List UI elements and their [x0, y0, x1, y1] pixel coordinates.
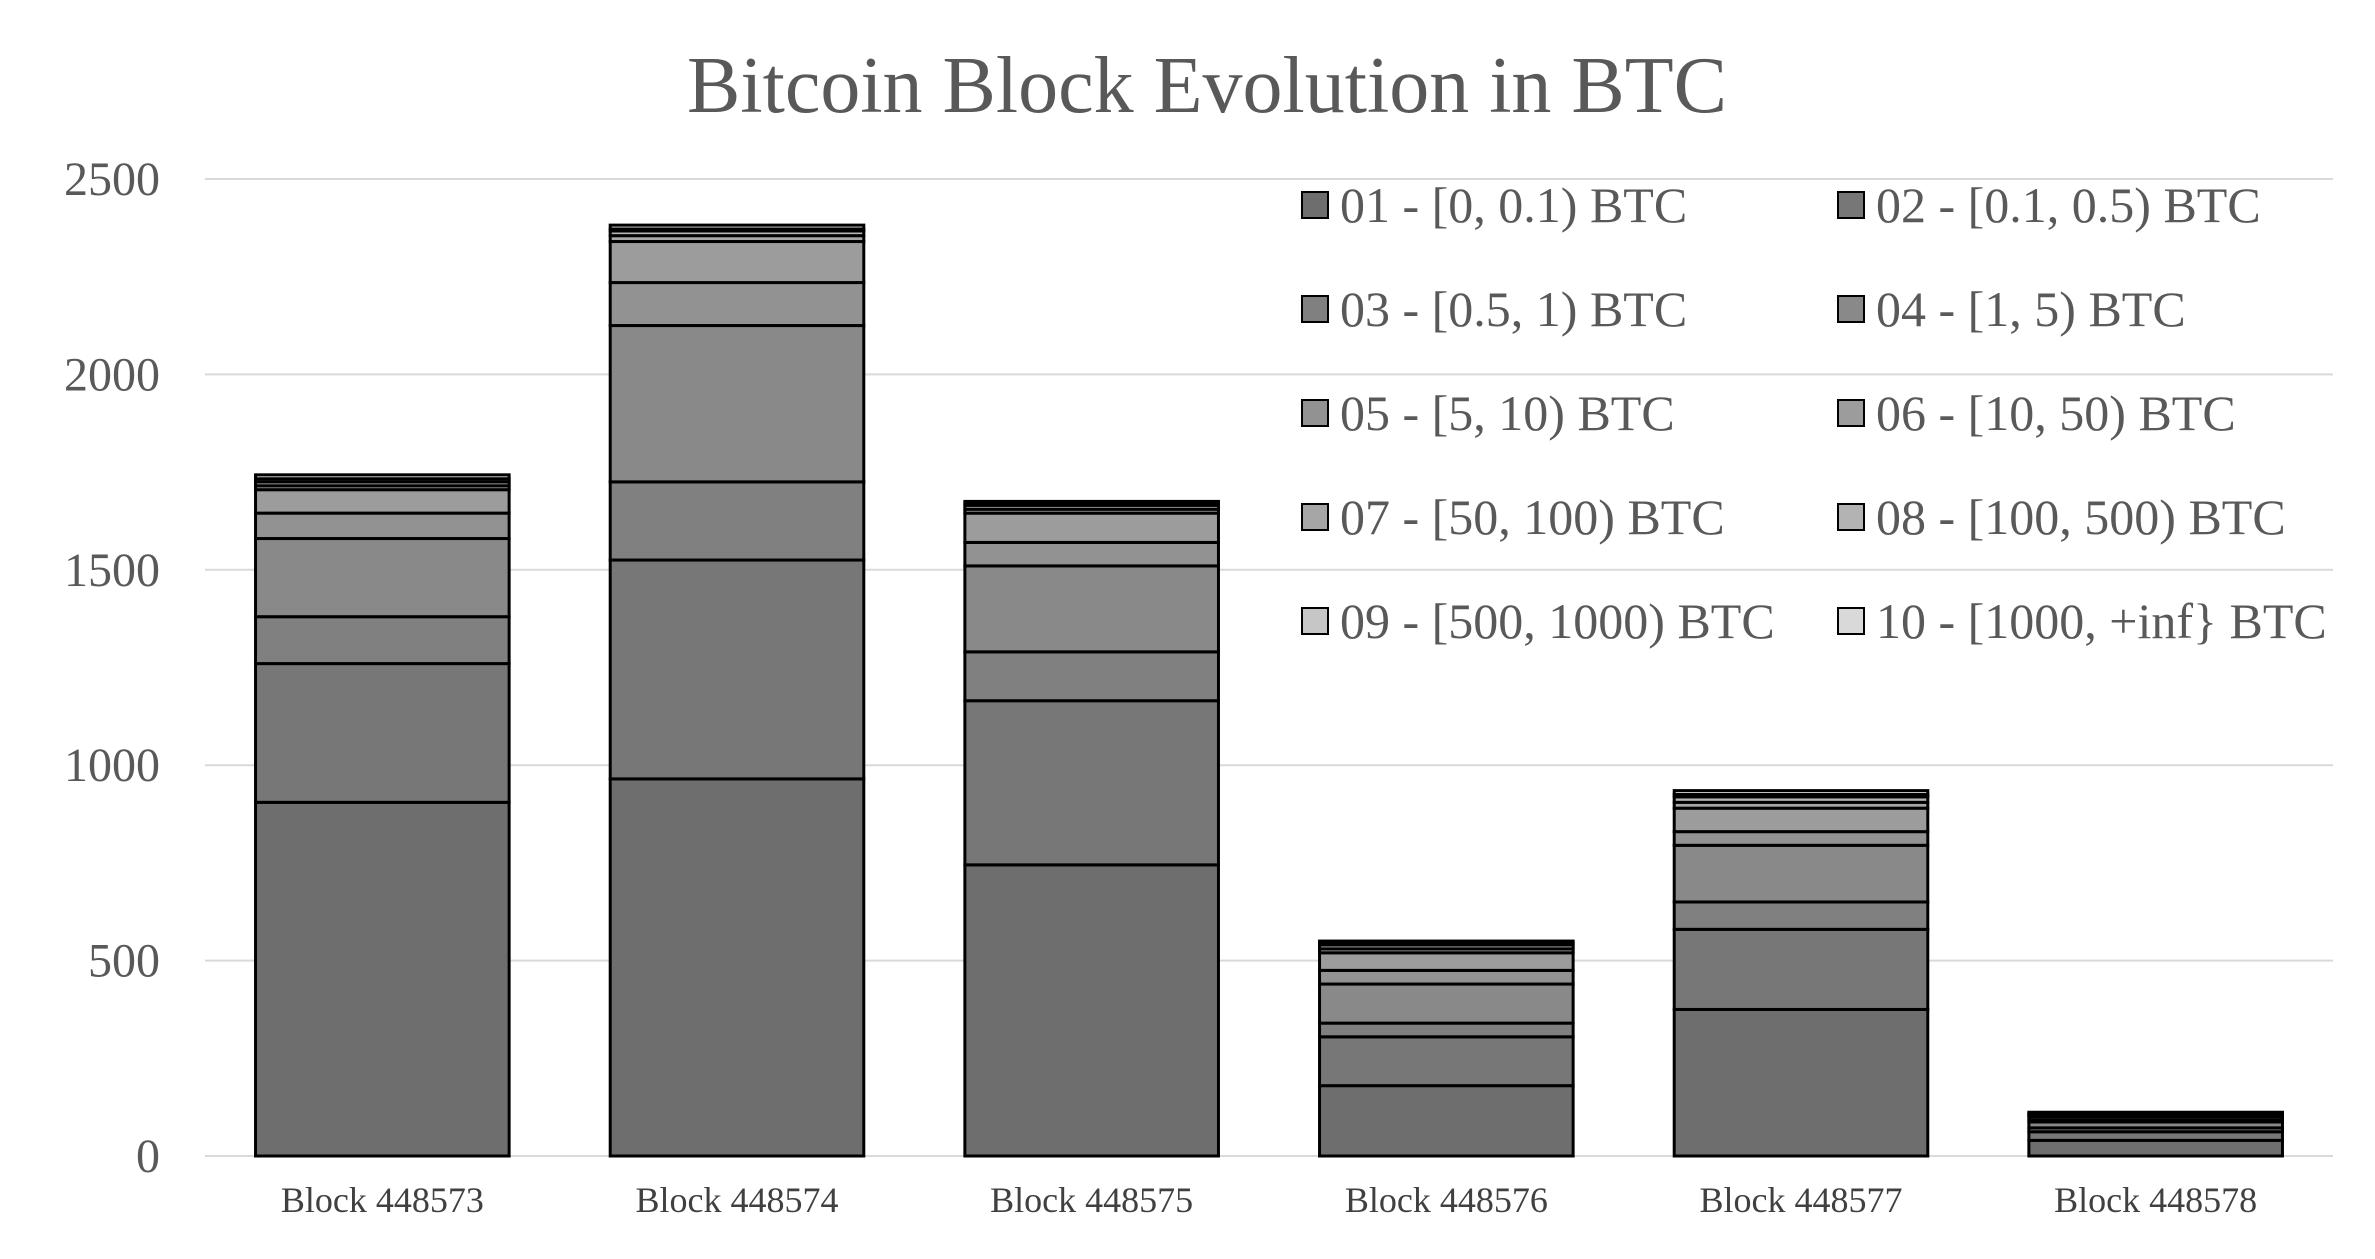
- y-tick-label: 2000: [64, 348, 160, 401]
- legend-item: 04 - [1, 5) BTC: [1837, 281, 2186, 337]
- legend-label: 08 - [100, 500) BTC: [1876, 489, 2286, 545]
- legend-label: 07 - [50, 100) BTC: [1340, 489, 1725, 545]
- bar-segment: [254, 537, 511, 619]
- legend-swatch: [1837, 399, 1865, 427]
- legend-item: 09 - [500, 1000) BTC: [1301, 593, 1775, 649]
- bar-segment: [963, 499, 1220, 505]
- bar-segment: [608, 777, 866, 1158]
- legend-item: 03 - [0.5, 1) BTC: [1301, 281, 1687, 337]
- legend-swatch: [1837, 191, 1865, 219]
- bar-segment: [1672, 900, 1930, 931]
- bar-segment: [608, 480, 866, 562]
- legend-item: 05 - [5, 10) BTC: [1301, 385, 1675, 441]
- legend-label: 03 - [0.5, 1) BTC: [1340, 281, 1687, 337]
- bar-segment: [254, 662, 511, 804]
- bar-segment: [1672, 843, 1930, 904]
- bar-segment: [1672, 830, 1930, 847]
- bar-segment: [254, 488, 511, 515]
- x-tick-label: Block 448574: [636, 1180, 839, 1220]
- bar-segment: [608, 324, 866, 484]
- bar-segment: [1672, 1007, 1930, 1158]
- y-tick-label: 0: [136, 1130, 160, 1183]
- bar-segment: [963, 511, 1220, 544]
- bar-segment: [1318, 968, 1575, 986]
- bar-segment: [1318, 982, 1575, 1025]
- legend-swatch: [1301, 399, 1329, 427]
- x-tick-label: Block 448578: [2054, 1180, 2257, 1220]
- legend-item: 01 - [0, 0.1) BTC: [1301, 177, 1687, 233]
- bar-segment: [254, 473, 511, 481]
- bar-segment: [963, 863, 1220, 1158]
- bar-segment: [1672, 789, 1930, 797]
- x-axis-ticks: Block 448573 Block 448574 Block 448575 Bloc…: [281, 1180, 2257, 1220]
- x-tick-label: Block 448573: [281, 1180, 484, 1220]
- bar-segment: [254, 615, 511, 666]
- chart-title: Bitcoin Block Evolution in BTC: [687, 42, 1727, 130]
- legend-swatch: [1301, 503, 1329, 531]
- bar-segment: [608, 223, 866, 231]
- bar-segment: [1318, 951, 1575, 972]
- legend: 01 - [0, 0.1) BTC 02 - [0.1, 0.5) BTC 03 -…: [1301, 177, 2327, 649]
- legend-swatch: [1301, 191, 1329, 219]
- bar-segment: [608, 240, 866, 285]
- legend-swatch: [1837, 503, 1865, 531]
- legend-item: 10 - [1000, +inf} BTC: [1837, 593, 2327, 649]
- legend-item: 08 - [100, 500) BTC: [1837, 489, 2286, 545]
- legend-label: 06 - [10, 50) BTC: [1876, 385, 2236, 441]
- bar-segment: [1318, 939, 1575, 945]
- x-tick-label: Block 448577: [1700, 1180, 1903, 1220]
- legend-label: 10 - [1000, +inf} BTC: [1876, 593, 2327, 649]
- bar-segment: [1318, 1035, 1575, 1088]
- bar-segment: [1318, 1084, 1575, 1158]
- legend-label: 09 - [500, 1000) BTC: [1340, 593, 1775, 649]
- bar-segment: [608, 558, 866, 781]
- legend-label: 01 - [0, 0.1) BTC: [1340, 177, 1687, 233]
- bar-segment: [2027, 1138, 2284, 1158]
- legend-swatch: [1301, 607, 1329, 635]
- bar-segment: [1672, 927, 1930, 1011]
- bar-segment: [1318, 1021, 1575, 1039]
- bar-segment: [963, 650, 1220, 703]
- legend-swatch: [1837, 607, 1865, 635]
- y-tick-label: 1500: [64, 544, 160, 597]
- x-tick-label: Block 448575: [990, 1180, 1193, 1220]
- legend-label: 04 - [1, 5) BTC: [1876, 281, 2186, 337]
- bar-segment: [254, 800, 511, 1158]
- bar-segment: [963, 540, 1220, 568]
- legend-item: 02 - [0.1, 0.5) BTC: [1837, 177, 2261, 233]
- y-axis-ticks: 0 500 1000 1500 2000 2500: [64, 153, 160, 1183]
- bar-segment: [963, 564, 1220, 654]
- legend-swatch: [1301, 295, 1329, 323]
- y-tick-label: 500: [88, 935, 160, 988]
- gridlines: [205, 178, 2333, 1157]
- y-tick-label: 2500: [64, 153, 160, 206]
- bar-segment: [608, 281, 866, 328]
- legend-item: 07 - [50, 100) BTC: [1301, 489, 1725, 545]
- x-tick-label: Block 448576: [1345, 1180, 1548, 1220]
- bar-segment: [963, 699, 1220, 867]
- legend-item: 06 - [10, 50) BTC: [1837, 385, 2236, 441]
- legend-swatch: [1837, 295, 1865, 323]
- bar-segment: [2027, 1110, 2284, 1115]
- bars: [254, 223, 2284, 1158]
- bar-segment: [1672, 806, 1930, 834]
- bar-segment: [254, 511, 511, 541]
- y-tick-label: 1000: [64, 739, 160, 792]
- legend-label: 05 - [5, 10) BTC: [1340, 385, 1675, 441]
- legend-label: 02 - [0.1, 0.5) BTC: [1876, 177, 2261, 233]
